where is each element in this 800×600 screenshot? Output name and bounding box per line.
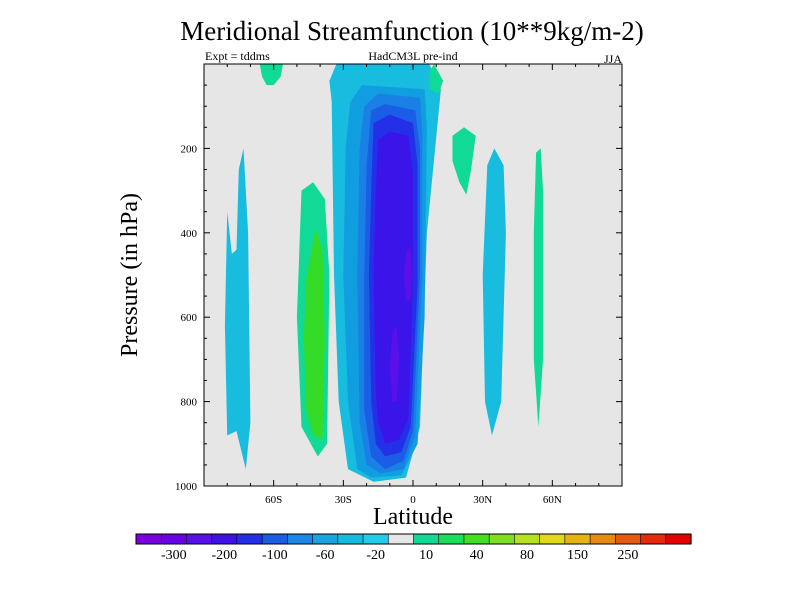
x-axis-label: Latitude [373,504,453,530]
x-tick-label: 60N [543,494,562,506]
y-tick-label: 400 [181,228,198,240]
colorbar-swatch [589,533,616,545]
colorbar-swatch [387,533,415,545]
plot-area: 60S 30S 0 30N 60N 200 400 600 800 1000 [175,63,623,506]
colorbar-swatch [615,533,642,545]
y-tick-label: 800 [181,397,198,409]
y-tick-label: 600 [181,312,198,324]
colorbar-swatch [539,533,566,545]
chart-title: Meridional Streamfunction (10**9kg/m-2) [180,16,643,46]
colorbar-swatches [135,533,692,545]
contour-region-south-outer-cell [224,148,251,470]
colorbar-label: -20 [366,548,385,563]
contour-region-north-subtropical-cell [482,148,506,436]
colorbar-swatch [211,533,238,545]
colorbar-label: -100 [262,548,288,563]
contour-region-north-green-top [429,64,444,94]
colorbar-swatch [438,533,465,545]
colorbar-label: 250 [617,548,638,563]
colorbar-swatch [362,533,389,545]
colorbar-label: 40 [470,548,484,563]
colorbar-swatch [337,533,364,545]
colorbar-swatch [135,533,162,545]
contour-region-southern-ferrel-inner [303,228,325,440]
y-tick-labels: 200 400 600 800 1000 [175,143,198,493]
x-tick-label: 0 [410,494,416,506]
colorbar-label: -60 [316,548,335,563]
x-tick-label: 60S [265,494,282,506]
colorbar-swatch [488,533,516,545]
contour-regions [224,64,543,482]
colorbar-swatch [413,533,440,545]
x-tick-label: 30N [473,494,492,506]
experiment-label: Expt = tddms [205,49,270,63]
season-label: JJA [604,52,622,66]
colorbar-swatch [640,533,667,545]
y-tick-label: 1000 [175,481,198,493]
colorbar: -300 -200 -100 -60 -20 10 40 80 150 250 [135,533,692,563]
x-tick-label: 30S [335,494,352,506]
colorbar-swatch [564,533,591,545]
contour-region-hadley-m200-lower [389,325,400,402]
colorbar-swatch [514,533,541,545]
y-axis-label: Pressure (in hPa) [117,193,143,357]
colorbar-swatch [186,533,213,545]
colorbar-swatch [261,533,288,545]
colorbar-label: 150 [567,548,588,563]
colorbar-frame [135,533,692,545]
colorbar-label: 10 [419,548,433,563]
colorbar-swatch [287,533,314,545]
colorbar-label: -200 [211,548,237,563]
contour-region-south-green-top [259,64,283,86]
colorbar-swatch [236,533,263,545]
model-label: HadCM3L pre-ind [368,49,457,63]
contour-region-hadley-m200 [403,245,413,301]
y-tick-label: 200 [181,143,198,155]
colorbar-labels: -300 -200 -100 -60 -20 10 40 80 150 250 [161,548,638,563]
x-tick-labels: 60S 30S 0 30N 60N [265,494,562,506]
colorbar-swatch [665,533,692,545]
colorbar-swatch [463,533,490,545]
colorbar-swatch [312,533,339,545]
contour-region-north-green-outer [533,148,543,427]
contour-region-hadley-m150 [373,131,413,444]
contour-region-north-green-mid [452,127,476,195]
colorbar-label: -300 [161,548,187,563]
colorbar-swatch [160,533,188,545]
colorbar-label: 80 [520,548,534,563]
axis-ticks [204,64,622,486]
